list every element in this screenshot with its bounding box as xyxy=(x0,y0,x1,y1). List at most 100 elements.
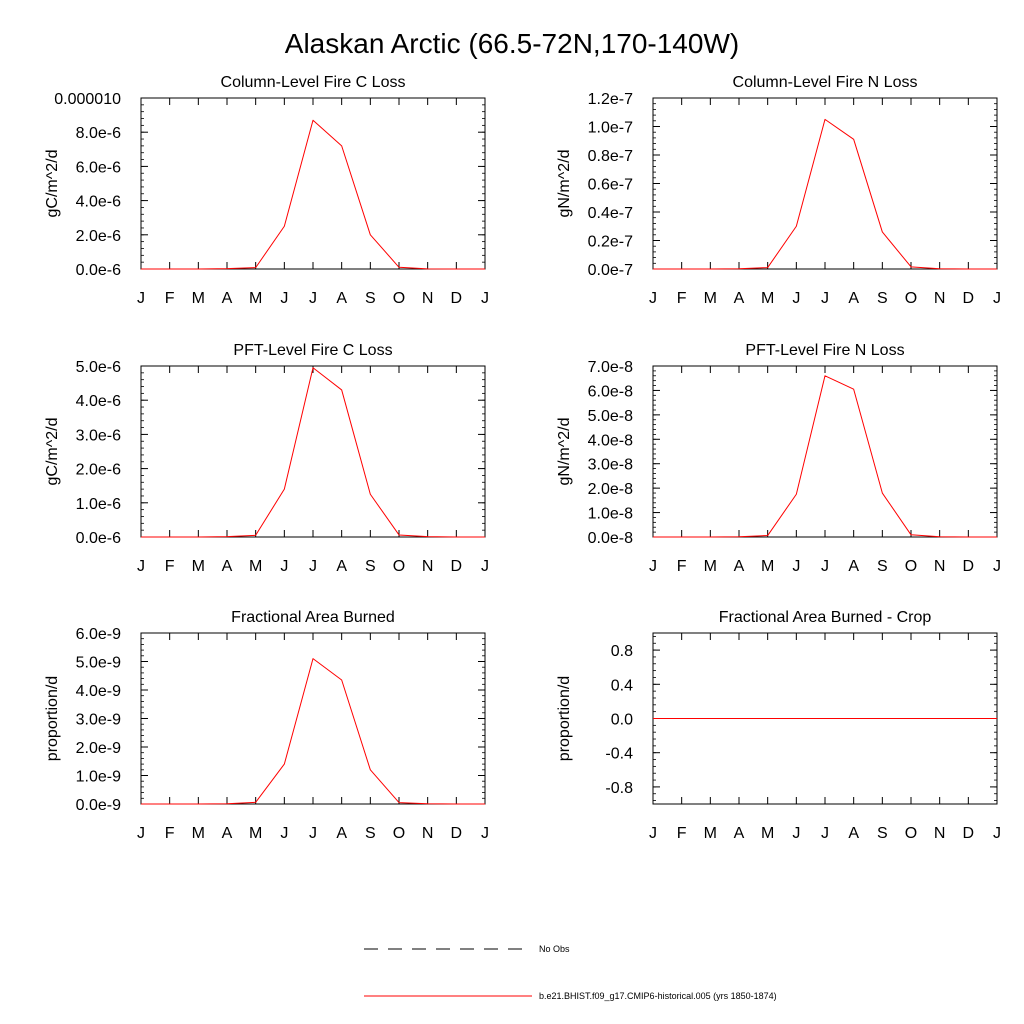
fractional-area-burned-xtick-label: O xyxy=(393,825,405,842)
column-level-fire-n-loss-xtick-label: J xyxy=(792,290,800,307)
pft-level-fire-n-loss-xtick-label: J xyxy=(821,558,829,575)
pft-level-fire-n-loss-xtick-label: J xyxy=(792,558,800,575)
pft-level-fire-n-loss-xtick-label: S xyxy=(877,558,888,575)
pft-level-fire-n-loss-title: PFT-Level Fire N Loss xyxy=(745,342,904,359)
pft-level-fire-c-loss-ytick-label: 3.0e-6 xyxy=(76,427,121,444)
fractional-area-burned-crop-xtick-label: J xyxy=(821,825,829,842)
pft-level-fire-n-loss-xtick-label: F xyxy=(677,558,687,575)
fractional-area-burned-crop-xtick-label: M xyxy=(704,825,717,842)
fractional-area-burned-ytick-label: 1.0e-9 xyxy=(76,769,121,786)
fractional-area-burned-crop-ytick-label: -0.4 xyxy=(605,746,633,763)
column-level-fire-n-loss-series-line xyxy=(653,118,997,270)
pft-level-fire-n-loss-xtick-label: M xyxy=(761,558,774,575)
pft-level-fire-n-loss-ytick-label: 4.0e-8 xyxy=(588,432,633,449)
fractional-area-burned-xtick-label: S xyxy=(365,825,376,842)
pft-level-fire-n-loss-ytick-label: 1.0e-8 xyxy=(588,506,633,523)
column-level-fire-n-loss-ytick-label: 0.4e-7 xyxy=(588,205,633,222)
fractional-area-burned-series-line xyxy=(141,658,485,805)
pft-level-fire-c-loss-xtick-label: A xyxy=(336,558,347,575)
column-level-fire-n-loss-ytick-label: 1.0e-7 xyxy=(588,120,633,137)
column-level-fire-c-loss-xtick-label: M xyxy=(192,290,205,307)
pft-level-fire-c-loss-xtick-label: D xyxy=(451,558,463,575)
column-level-fire-n-loss-xtick-label: D xyxy=(963,290,975,307)
column-level-fire-c-loss-ytick-label: 2.0e-6 xyxy=(76,228,121,245)
pft-level-fire-c-loss-ytick-label: 5.0e-6 xyxy=(76,359,121,376)
column-level-fire-c-loss-xtick-label: D xyxy=(451,290,463,307)
column-level-fire-c-loss-ylabel: gC/m^2/d xyxy=(44,150,61,218)
fractional-area-burned-xtick-label: F xyxy=(165,825,175,842)
column-level-fire-n-loss-ytick-label: 0.6e-7 xyxy=(588,177,633,194)
pft-level-fire-c-loss-ytick-label: 0.0e-6 xyxy=(76,530,121,547)
pft-level-fire-c-loss-ytick-label: 4.0e-6 xyxy=(76,393,121,410)
column-level-fire-n-loss-ytick-label: 0.0e-7 xyxy=(588,262,633,279)
pft-level-fire-n-loss-xtick-label: O xyxy=(905,558,917,575)
fractional-area-burned-xtick-label: A xyxy=(222,825,233,842)
pft-level-fire-n-loss-ytick-label: 7.0e-8 xyxy=(588,359,633,376)
column-level-fire-n-loss-xtick-label: J xyxy=(993,290,1001,307)
pft-level-fire-c-loss-xtick-label: N xyxy=(422,558,434,575)
column-level-fire-n-loss-xtick-label: J xyxy=(821,290,829,307)
column-level-fire-c-loss-series-line xyxy=(141,119,485,270)
legend-label-historical: b.e21.BHIST.f09_g17.CMIP6-historical.005… xyxy=(539,991,777,1001)
fractional-area-burned-xtick-label: J xyxy=(280,825,288,842)
fractional-area-burned-crop-xtick-label: A xyxy=(734,825,745,842)
fractional-area-burned-xtick-label: J xyxy=(309,825,317,842)
fractional-area-burned-crop-ylabel: proportion/d xyxy=(556,676,573,761)
fractional-area-burned-crop-xtick-label: J xyxy=(649,825,657,842)
pft-level-fire-c-loss-xtick-label: J xyxy=(309,558,317,575)
fractional-area-burned-crop-ytick-label: 0.4 xyxy=(611,677,633,694)
column-level-fire-c-loss-xtick-label: J xyxy=(481,290,489,307)
column-level-fire-c-loss-ytick-label: 0.000010 xyxy=(54,91,121,108)
fractional-area-burned-title: Fractional Area Burned xyxy=(231,609,395,626)
fractional-area-burned-crop-xtick-label: J xyxy=(792,825,800,842)
column-level-fire-c-loss-xtick-label: J xyxy=(280,290,288,307)
fractional-area-burned-xtick-label: A xyxy=(336,825,347,842)
figure-title: Alaskan Arctic (66.5-72N,170-140W) xyxy=(285,28,739,59)
pft-level-fire-c-loss-xtick-label: J xyxy=(481,558,489,575)
fractional-area-burned-ytick-label: 6.0e-9 xyxy=(76,626,121,643)
pft-level-fire-c-loss-series-line xyxy=(141,367,485,538)
fractional-area-burned-ytick-label: 4.0e-9 xyxy=(76,683,121,700)
pft-level-fire-c-loss-xtick-label: O xyxy=(393,558,405,575)
fractional-area-burned-crop-xtick-label: F xyxy=(677,825,687,842)
fractional-area-burned-crop-xtick-label: J xyxy=(993,825,1001,842)
column-level-fire-n-loss-xtick-label: A xyxy=(848,290,859,307)
fractional-area-burned-ytick-label: 5.0e-9 xyxy=(76,655,121,672)
column-level-fire-c-loss-ytick-label: 8.0e-6 xyxy=(76,125,121,142)
fractional-area-burned-crop-xtick-label: O xyxy=(905,825,917,842)
pft-level-fire-c-loss-xtick-label: J xyxy=(280,558,288,575)
fractional-area-burned-crop-xtick-label: N xyxy=(934,825,946,842)
fractional-area-burned-crop-ytick-label: 0.8 xyxy=(611,643,633,660)
column-level-fire-c-loss-ytick-label: 0.0e-6 xyxy=(76,262,121,279)
pft-level-fire-n-loss-ytick-label: 2.0e-8 xyxy=(588,481,633,498)
column-level-fire-n-loss-xtick-label: N xyxy=(934,290,946,307)
column-level-fire-c-loss-title: Column-Level Fire C Loss xyxy=(221,74,406,91)
pft-level-fire-n-loss-xtick-label: A xyxy=(848,558,859,575)
column-level-fire-n-loss-title: Column-Level Fire N Loss xyxy=(733,74,918,91)
column-level-fire-n-loss-xtick-label: J xyxy=(649,290,657,307)
pft-level-fire-c-loss-ylabel: gC/m^2/d xyxy=(44,418,61,486)
fractional-area-burned-ytick-label: 0.0e-9 xyxy=(76,797,121,814)
column-level-fire-n-loss-xtick-label: O xyxy=(905,290,917,307)
pft-level-fire-c-loss-title: PFT-Level Fire C Loss xyxy=(233,342,392,359)
fractional-area-burned-xtick-label: M xyxy=(249,825,262,842)
column-level-fire-c-loss-xtick-label: A xyxy=(222,290,233,307)
pft-level-fire-c-loss-xtick-label: S xyxy=(365,558,376,575)
fractional-area-burned-xtick-label: D xyxy=(451,825,463,842)
column-level-fire-n-loss-xtick-label: S xyxy=(877,290,888,307)
fractional-area-burned-ylabel: proportion/d xyxy=(44,676,61,761)
fractional-area-burned-ytick-label: 3.0e-9 xyxy=(76,712,121,729)
fractional-area-burned-xtick-label: J xyxy=(137,825,145,842)
legend: No Obs b.e21.BHIST.f09_g17.CMIP6-histori… xyxy=(364,944,777,1001)
column-level-fire-c-loss-xtick-label: S xyxy=(365,290,376,307)
pft-level-fire-n-loss-ytick-label: 6.0e-8 xyxy=(588,383,633,400)
column-level-fire-n-loss-xtick-label: F xyxy=(677,290,687,307)
pft-level-fire-c-loss-xtick-label: A xyxy=(222,558,233,575)
pft-level-fire-n-loss-xtick-label: J xyxy=(993,558,1001,575)
